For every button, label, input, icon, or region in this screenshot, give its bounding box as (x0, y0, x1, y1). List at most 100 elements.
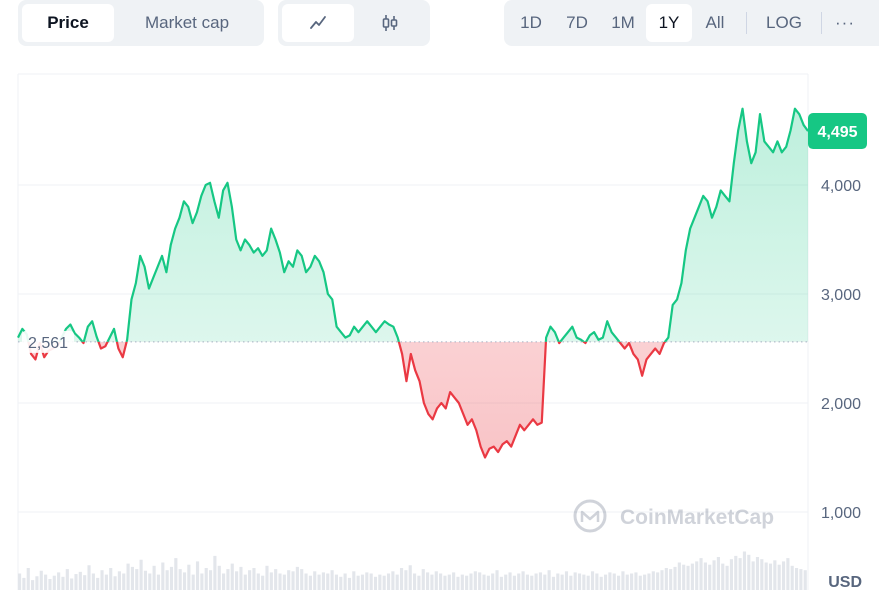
volume-bar (104, 574, 108, 590)
volume-bar (686, 565, 690, 590)
volume-bar (222, 573, 226, 590)
volume-bar (161, 562, 165, 590)
y-tick-label: 1,000 (821, 505, 861, 522)
volume-bar (413, 573, 417, 590)
volume-bar (252, 568, 256, 590)
volume-bar (725, 565, 729, 590)
volume-bar (538, 572, 543, 590)
volume-bar (777, 564, 781, 590)
volume-bar (790, 565, 794, 590)
watermark: CoinMarketCap (573, 499, 774, 533)
tab-price[interactable]: Price (22, 4, 114, 42)
volume-bar (317, 574, 321, 590)
volume-bar (187, 564, 191, 590)
volume-bar (139, 559, 143, 590)
volume-bar (256, 573, 260, 590)
volume-bar (274, 569, 278, 590)
volume-bar (499, 576, 503, 590)
volume-bar (712, 560, 716, 590)
volume-bar (208, 570, 213, 590)
volume-bar (803, 570, 807, 590)
volume-bar (669, 569, 673, 590)
volume-bar (248, 570, 252, 590)
volume-bar (213, 555, 217, 590)
price-line-up (17, 107, 809, 342)
volume-bars (18, 551, 807, 590)
line-chart-button[interactable] (282, 4, 354, 42)
volume-bar (617, 575, 621, 590)
volume-bar (334, 574, 339, 590)
volume-bar (434, 571, 438, 590)
volume-bar (261, 575, 265, 590)
volume-bar (551, 576, 556, 590)
volume-bar (768, 563, 773, 590)
candlestick-button[interactable] (354, 4, 426, 42)
volume-bar (169, 566, 174, 590)
range-1y-button[interactable]: 1Y (646, 4, 692, 42)
price-line-down (27, 341, 667, 459)
volume-bar (373, 576, 378, 590)
log-scale-button[interactable]: LOG (755, 4, 813, 42)
volume-bar (660, 570, 664, 590)
volume-bar (326, 573, 330, 590)
volume-bar (460, 574, 464, 590)
tab-market-cap[interactable]: Market cap (114, 4, 260, 42)
volume-bar (547, 570, 551, 590)
range-all-button[interactable]: All (692, 4, 738, 42)
volume-bar (408, 565, 412, 590)
volume-bar (603, 574, 608, 590)
volume-bar (508, 572, 512, 590)
volume-bar (638, 575, 642, 590)
volume-bar (543, 574, 547, 590)
volume-bar (347, 577, 352, 590)
volume-bar (39, 570, 43, 590)
volume-bar (200, 573, 204, 590)
volume-bar (143, 570, 148, 590)
volume-bar (608, 572, 612, 590)
volume-bar (417, 575, 421, 590)
volume-bar (742, 551, 747, 590)
baseline-label: 2,561 (22, 330, 74, 353)
volume-bar (651, 571, 655, 590)
volume-bar (87, 565, 91, 590)
volume-bar (226, 569, 230, 590)
volume-bar (100, 570, 104, 590)
volume-bar (365, 572, 369, 590)
range-1m-button[interactable]: 1M (600, 4, 646, 42)
range-1d-button[interactable]: 1D (508, 4, 554, 42)
volume-bar (352, 571, 356, 590)
toolbar-divider (821, 12, 822, 34)
volume-bar (386, 573, 391, 590)
volume-bar (78, 571, 82, 590)
volume-bar (521, 571, 525, 590)
volume-bar (44, 574, 48, 590)
volume-bar (269, 572, 273, 590)
volume-bar (517, 573, 521, 590)
volume-bar (74, 574, 78, 590)
volume-bar (165, 570, 169, 590)
volume-bar (738, 558, 742, 590)
volume-bar (595, 573, 599, 590)
volume-bar (590, 571, 595, 590)
range-7d-button[interactable]: 7D (554, 4, 600, 42)
volume-bar (391, 571, 395, 590)
volume-bar (278, 573, 282, 590)
volume-bar (664, 568, 668, 590)
volume-bar (612, 573, 616, 590)
volume-bar (452, 572, 456, 590)
y-axis: 1,000 2,000 3,000 4,000 (821, 178, 861, 522)
volume-bar (360, 574, 365, 590)
volume-bar (117, 571, 121, 590)
volume-bar (239, 566, 243, 590)
volume-bar (703, 562, 707, 590)
volume-bar (504, 574, 508, 590)
volume-bar (647, 573, 651, 590)
volume-bar (230, 563, 234, 590)
toolbar-divider (746, 12, 747, 34)
time-range-toggle: 1D 7D 1M 1Y All LOG ··· (504, 0, 879, 46)
volume-bar (560, 574, 564, 590)
volume-bar (582, 574, 586, 590)
volume-bar (621, 571, 625, 590)
more-options-button[interactable]: ··· (830, 4, 860, 42)
